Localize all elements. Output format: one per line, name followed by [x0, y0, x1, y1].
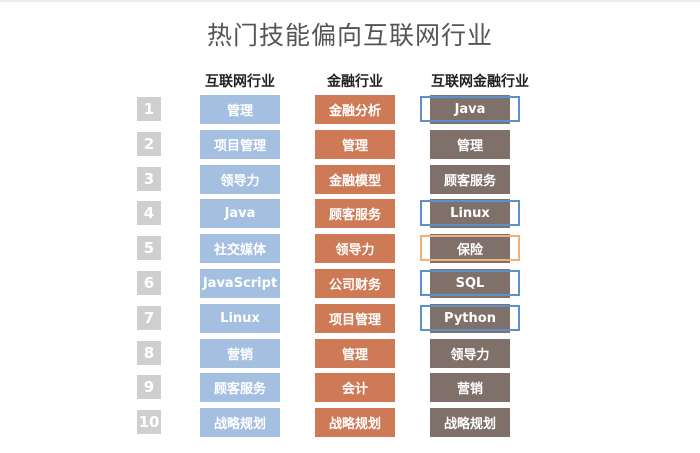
internet-finance-skill-cell: Linux: [430, 199, 510, 228]
internet-skill-cell: 管理: [200, 95, 280, 124]
finance-skill-cell: 顾客服务: [315, 199, 395, 228]
internet-skill-cell: 社交媒体: [200, 234, 280, 263]
internet-finance-skill-cell: 管理: [430, 130, 510, 159]
top-divider: [0, 0, 700, 2]
rank-number: 4: [137, 201, 161, 225]
internet-skill-cell: Linux: [200, 304, 280, 333]
finance-skill-cell: 战略规划: [315, 408, 395, 437]
internet-finance-skill-cell: 顾客服务: [430, 165, 510, 194]
internet-skill-cell: 领导力: [200, 165, 280, 194]
internet-skill-cell: 项目管理: [200, 130, 280, 159]
rank-number: 6: [137, 271, 161, 295]
rank-number: 1: [137, 97, 161, 121]
rank-number: 2: [137, 132, 161, 156]
finance-skill-cell: 公司财务: [315, 269, 395, 298]
rank-number: 5: [137, 236, 161, 260]
internet-finance-skill-cell: 领导力: [430, 339, 510, 368]
internet-finance-skill-cell: Java: [430, 95, 510, 124]
internet-skill-cell: 战略规划: [200, 408, 280, 437]
internet-finance-skill-cell: 保险: [430, 234, 510, 263]
internet-finance-skill-cell: 营销: [430, 373, 510, 402]
finance-skill-cell: 领导力: [315, 234, 395, 263]
rank-number: 8: [137, 341, 161, 365]
page-title: 热门技能偏向互联网行业: [206, 21, 493, 50]
rank-number: 9: [137, 375, 161, 399]
internet-finance-skill-cell: Python: [430, 304, 510, 333]
finance-skill-cell: 管理: [315, 130, 395, 159]
column-header-finance: 金融行业: [327, 74, 383, 90]
internet-skill-cell: 顾客服务: [200, 373, 280, 402]
finance-skill-cell: 会计: [315, 373, 395, 402]
internet-skill-cell: Java: [200, 199, 280, 228]
internet-skill-cell: JavaScript: [200, 269, 280, 298]
internet-skill-cell: 营销: [200, 339, 280, 368]
rank-number: 3: [137, 167, 161, 191]
internet-finance-skill-cell: SQL: [430, 269, 510, 298]
finance-skill-cell: 金融模型: [315, 165, 395, 194]
column-header-internet-finance: 互联网金融行业: [431, 74, 529, 90]
rank-number: 10: [137, 410, 161, 434]
internet-finance-skill-cell: 战略规划: [430, 408, 510, 437]
finance-skill-cell: 金融分析: [315, 95, 395, 124]
finance-skill-cell: 项目管理: [315, 304, 395, 333]
rank-number: 7: [137, 306, 161, 330]
column-header-internet: 互联网行业: [205, 74, 275, 90]
finance-skill-cell: 管理: [315, 339, 395, 368]
